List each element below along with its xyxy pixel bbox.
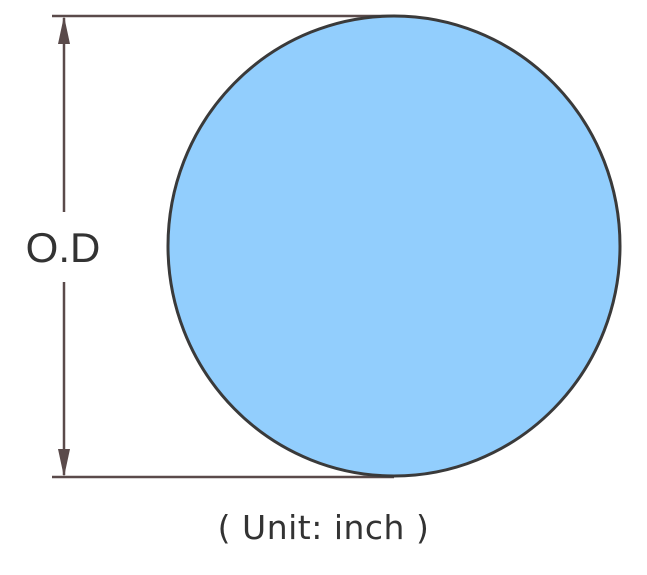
od-label: O.D: [26, 224, 101, 271]
round-bar-cross-section: [166, 14, 622, 478]
unit-caption: ( Unit: inch ): [217, 508, 430, 547]
arrowhead-bottom-icon: [58, 449, 70, 477]
arrowhead-top-icon: [58, 16, 70, 44]
